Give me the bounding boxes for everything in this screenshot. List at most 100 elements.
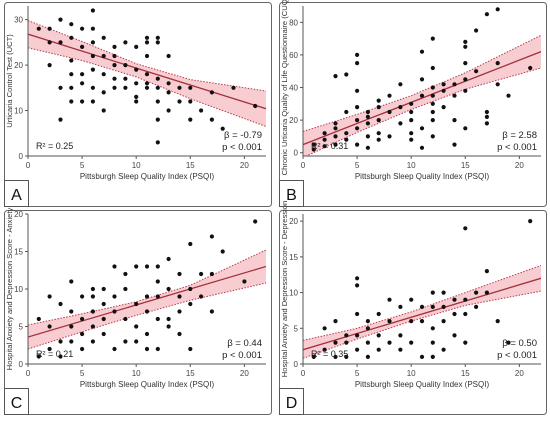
data-point xyxy=(80,99,85,104)
data-point xyxy=(188,241,193,247)
data-point xyxy=(101,90,106,95)
data-point xyxy=(333,354,338,359)
data-point xyxy=(90,67,95,72)
data-point xyxy=(90,53,95,59)
y-tick-label: 40 xyxy=(289,84,298,93)
data-point xyxy=(355,142,360,147)
ci-lower-line xyxy=(28,282,266,350)
data-point xyxy=(344,333,349,338)
data-point xyxy=(188,286,193,292)
data-point xyxy=(166,81,171,86)
data-point xyxy=(188,346,193,352)
ci-upper-line xyxy=(28,249,266,326)
data-point xyxy=(123,339,128,344)
data-point xyxy=(134,44,139,50)
data-point xyxy=(166,316,171,322)
y-tick-label: 0 xyxy=(19,360,24,369)
data-point xyxy=(188,117,193,122)
beta-label: β = 0.44 xyxy=(227,338,262,349)
data-point xyxy=(365,114,370,119)
data-point xyxy=(409,297,414,302)
data-point xyxy=(112,294,117,299)
data-point xyxy=(441,304,446,309)
data-point xyxy=(311,147,316,152)
data-point xyxy=(155,35,160,40)
data-point xyxy=(177,271,182,277)
data-point xyxy=(419,77,425,82)
data-point xyxy=(209,234,214,239)
data-point xyxy=(452,142,457,147)
data-point xyxy=(387,134,392,139)
data-point xyxy=(80,346,85,352)
panel-d: 0 5 10 15 20 0 5 10 15 20 Pittsburgh Sleep Quality… xyxy=(279,201,547,415)
data-point xyxy=(430,36,435,41)
panel-letter-box xyxy=(279,180,304,207)
data-point xyxy=(376,137,381,142)
data-point xyxy=(155,346,160,352)
data-point xyxy=(322,347,327,352)
data-point xyxy=(144,85,150,90)
data-point xyxy=(58,301,63,307)
data-point xyxy=(242,279,247,284)
data-point xyxy=(409,101,414,106)
data-point xyxy=(80,294,85,299)
x-tick-label: 20 xyxy=(515,369,524,378)
data-point xyxy=(344,109,349,115)
data-point xyxy=(376,347,381,352)
data-point xyxy=(112,44,117,50)
r-squared-label: R² = 0.21 xyxy=(36,349,73,359)
data-point xyxy=(484,114,489,119)
y-tick-label: 20 xyxy=(289,116,298,125)
data-point xyxy=(365,340,370,345)
x-tick-label: 0 xyxy=(301,161,306,170)
data-point xyxy=(58,17,63,22)
panel-letter: C xyxy=(11,395,23,412)
data-point xyxy=(355,61,360,66)
y-tick-label: 15 xyxy=(14,248,23,257)
data-point xyxy=(90,309,95,314)
data-point xyxy=(134,264,139,269)
data-point xyxy=(155,294,160,299)
data-point xyxy=(80,331,85,337)
data-point xyxy=(419,49,425,54)
data-point xyxy=(484,109,489,115)
data-point xyxy=(430,340,435,345)
data-point xyxy=(123,63,128,68)
data-point xyxy=(144,309,150,314)
data-point xyxy=(365,109,370,115)
data-point xyxy=(463,61,468,66)
data-point xyxy=(58,117,63,122)
data-point xyxy=(452,93,457,98)
data-point xyxy=(69,279,74,284)
x-tick-label: 0 xyxy=(26,161,31,170)
data-point xyxy=(155,76,160,81)
y-tick-label: 0 xyxy=(294,360,299,369)
x-tick-label: 0 xyxy=(301,369,306,378)
data-point xyxy=(155,264,160,269)
y-axis-label: Hospital Anxiety and Depression Score - … xyxy=(5,208,14,371)
data-point xyxy=(80,26,85,31)
data-point xyxy=(123,40,128,45)
data-point xyxy=(484,290,489,295)
data-point xyxy=(495,7,500,12)
x-axis-label: Pittsburgh Sleep Quality Index (PSQI) xyxy=(80,380,215,389)
data-point xyxy=(209,117,214,122)
data-point xyxy=(177,85,182,90)
data-point xyxy=(355,118,360,123)
panel-letter: B xyxy=(286,187,297,204)
data-point xyxy=(528,219,533,224)
data-point xyxy=(47,40,52,45)
data-point xyxy=(355,311,360,317)
data-point xyxy=(409,340,414,345)
panel-a: 0 5 10 15 20 0 10 20 30 Pittsburgh Sleep Quality … xyxy=(4,2,272,207)
data-point xyxy=(355,105,360,110)
beta-label: β = -0.79 xyxy=(224,130,262,141)
data-point xyxy=(311,142,316,147)
data-point xyxy=(188,301,193,307)
data-point xyxy=(155,316,160,322)
data-point xyxy=(463,311,468,317)
x-tick-label: 15 xyxy=(186,161,195,170)
y-tick-label: 5 xyxy=(19,323,24,332)
data-point xyxy=(365,354,370,359)
